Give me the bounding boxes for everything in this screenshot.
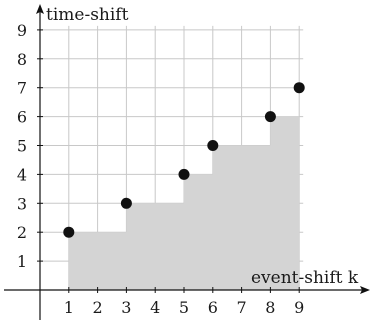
y-tick-label: 4: [17, 165, 27, 184]
axes: [4, 4, 370, 320]
y-axis-title: time-shift: [46, 5, 129, 25]
data-point: [120, 197, 132, 209]
y-tick-label: 2: [17, 223, 27, 242]
y-tick-label: 3: [17, 194, 27, 213]
data-point: [293, 82, 305, 94]
data-point: [178, 168, 190, 180]
x-tick-label: 5: [179, 298, 189, 317]
y-tick-label: 9: [17, 21, 27, 40]
x-tick-label: 2: [93, 298, 103, 317]
x-axis-arrow: [360, 286, 370, 294]
x-tick-label: 7: [237, 298, 247, 317]
y-axis-arrow: [36, 4, 44, 14]
x-tick-label: 6: [208, 298, 218, 317]
y-tick-label: 8: [17, 50, 27, 69]
data-point: [207, 140, 219, 151]
x-tick-label: 9: [294, 298, 304, 317]
data-point: [264, 111, 276, 123]
x-axis-title: event-shift k: [251, 268, 359, 288]
y-tick-label: 6: [17, 108, 27, 127]
y-tick-label: 7: [17, 79, 27, 98]
x-tick-label: 8: [265, 298, 275, 317]
x-tick-label: 3: [121, 298, 131, 317]
y-tick-label: 1: [17, 252, 27, 271]
data-points: [63, 82, 305, 238]
data-point: [63, 226, 75, 238]
y-tick-label: 5: [17, 137, 27, 156]
x-tick-label: 4: [150, 298, 160, 317]
step-area: [68, 87, 300, 290]
x-tick-label: 1: [64, 298, 74, 317]
step-area-group: [68, 87, 300, 290]
